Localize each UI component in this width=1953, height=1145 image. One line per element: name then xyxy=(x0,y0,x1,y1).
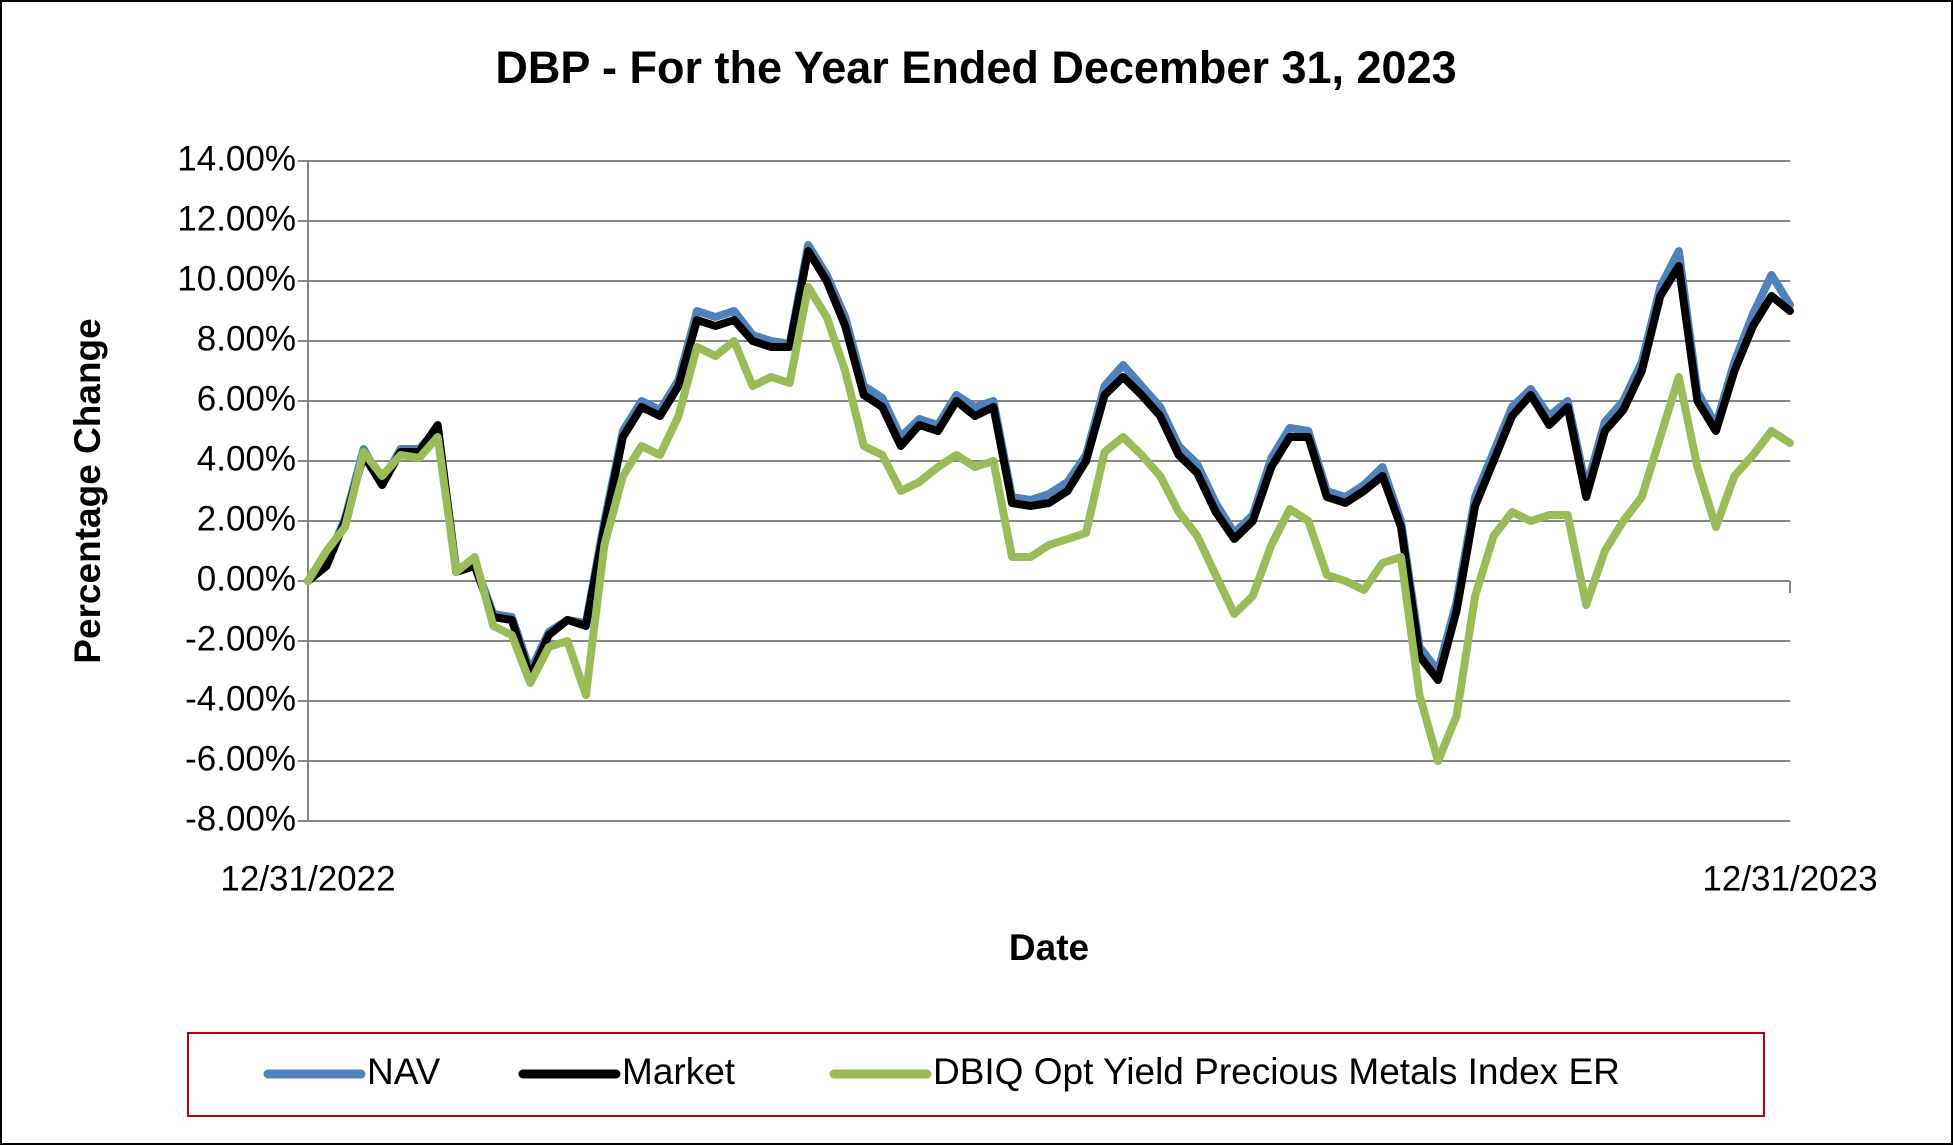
y-tick-label: 2.00% xyxy=(197,499,296,538)
y-tick-label: -4.00% xyxy=(185,679,296,718)
y-tick-label: -2.00% xyxy=(185,619,296,658)
x-tick-label: 12/31/2022 xyxy=(220,859,395,898)
series-line xyxy=(304,247,1794,684)
y-tick-label: 4.00% xyxy=(197,439,296,478)
chart-title: DBP - For the Year Ended December 31, 20… xyxy=(495,42,1456,93)
y-tick-label: 6.00% xyxy=(197,379,296,418)
legend-label: DBIQ Opt Yield Precious Metals Index ER xyxy=(933,1051,1620,1092)
x-tick-label: 12/31/2023 xyxy=(1702,859,1877,898)
y-tick-label: 8.00% xyxy=(197,319,296,358)
series-line xyxy=(304,283,1794,765)
y-tick-label: 0.00% xyxy=(197,559,296,598)
legend-label: Market xyxy=(622,1051,736,1092)
y-axis-label: Percentage Change xyxy=(67,318,108,663)
legend-label: NAV xyxy=(367,1051,441,1092)
y-tick-label: 14.00% xyxy=(177,139,296,178)
y-tick-label: -6.00% xyxy=(185,739,296,778)
y-tick-label: -8.00% xyxy=(185,799,296,838)
y-tick-label: 10.00% xyxy=(177,259,296,298)
y-tick-label: 12.00% xyxy=(177,199,296,238)
legend-box xyxy=(187,1032,1765,1117)
x-axis-label: Date xyxy=(1009,927,1089,968)
